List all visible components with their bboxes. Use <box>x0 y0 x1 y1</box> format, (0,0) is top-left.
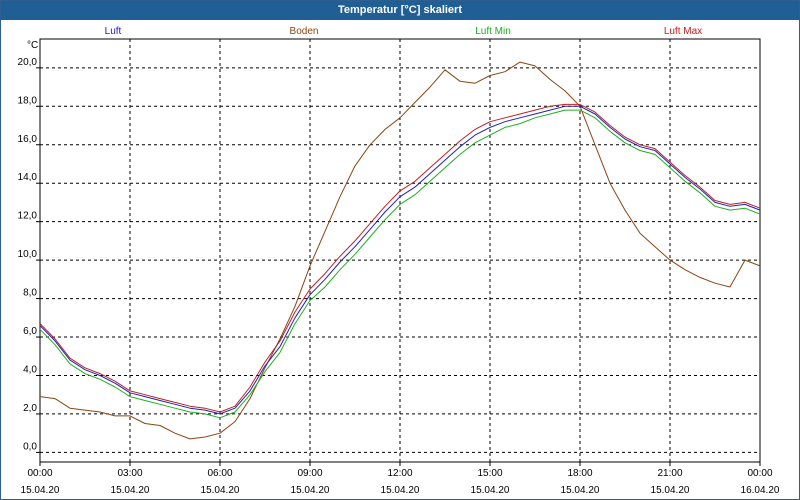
y-tick-label: 0,0 <box>23 441 37 452</box>
y-tick-label: 20,0 <box>18 57 38 68</box>
x-tick-label-time: 00:00 <box>27 468 52 479</box>
y-tick-label: 8,0 <box>23 288 37 299</box>
x-tick-label-date: 15.04.20 <box>291 485 330 496</box>
x-tick-label-date: 15.04.20 <box>471 485 510 496</box>
x-tick-label-time: 06:00 <box>207 468 232 479</box>
legend-luft: Luft <box>105 26 122 37</box>
legend-luft-max: Luft Max <box>664 26 702 37</box>
y-tick-label: 10,0 <box>18 249 38 260</box>
y-tick-label: 14,0 <box>18 172 38 183</box>
series-luft-min <box>39 109 761 419</box>
legend-boden: Boden <box>290 26 319 37</box>
y-tick-label: 18,0 <box>18 95 38 106</box>
y-tick-label: 16,0 <box>18 134 38 145</box>
series-luft-max <box>39 103 761 413</box>
y-tick-label: 12,0 <box>18 211 38 222</box>
window-title: Temperatur [°C] skaliert <box>1 1 799 20</box>
x-tick-label-date: 16.04.20 <box>741 485 780 496</box>
x-tick-label-date: 15.04.20 <box>651 485 690 496</box>
y-tick-label: 4,0 <box>23 364 37 375</box>
x-tick-label-time: 15:00 <box>477 468 502 479</box>
x-tick-label-date: 15.04.20 <box>201 485 240 496</box>
x-tick-label-time: 18:00 <box>567 468 592 479</box>
x-tick-label-time: 09:00 <box>297 468 322 479</box>
x-tick-label-date: 15.04.20 <box>381 485 420 496</box>
x-tick-label-date: 15.04.20 <box>561 485 600 496</box>
x-tick-label-time: 03:00 <box>117 468 142 479</box>
y-tick-label: 6,0 <box>23 326 37 337</box>
series-luft <box>39 105 761 415</box>
legend-luft-min: Luft Min <box>475 26 511 37</box>
x-tick-label-date: 15.04.20 <box>21 485 60 496</box>
x-tick-label-time: 21:00 <box>657 468 682 479</box>
x-tick-label-time: 00:00 <box>747 468 772 479</box>
y-tick-label: 2,0 <box>23 403 37 414</box>
series-boden <box>39 61 761 440</box>
y-axis-unit: °C <box>27 40 38 51</box>
x-tick-label-date: 15.04.20 <box>111 485 150 496</box>
temperature-chart: Luft Boden Luft Min Luft Max 0,0 2,0 4,0 6,0 8,… <box>18 26 780 496</box>
x-tick-label-time: 12:00 <box>387 468 412 479</box>
